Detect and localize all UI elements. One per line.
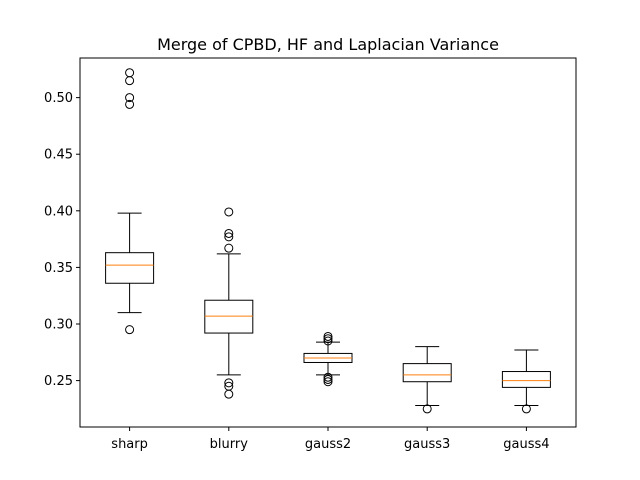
box-gauss3 bbox=[402, 346, 452, 414]
x-tick-label: gauss2 bbox=[305, 437, 351, 452]
y-tick-label: 0.35 bbox=[44, 261, 73, 276]
y-tick-label: 0.40 bbox=[44, 204, 73, 219]
flier-point bbox=[422, 404, 432, 414]
flier-point bbox=[125, 99, 135, 109]
flier-point bbox=[323, 377, 333, 387]
flier-point bbox=[224, 232, 234, 242]
box-gauss2 bbox=[303, 331, 353, 387]
chart-title: Merge of CPBD, HF and Laplacian Variance bbox=[157, 35, 499, 54]
flier-point bbox=[125, 76, 135, 86]
iqr-box bbox=[105, 252, 155, 284]
flier-point bbox=[323, 331, 333, 341]
flier-point bbox=[323, 334, 333, 344]
box-gauss4 bbox=[501, 349, 551, 414]
x-tick-label: sharp bbox=[111, 437, 148, 452]
flier-point bbox=[323, 372, 333, 382]
flier-point bbox=[125, 93, 135, 103]
flier-point bbox=[224, 243, 234, 253]
y-tick-label: 0.50 bbox=[44, 91, 73, 106]
x-axis: sharp blurry gauss2 gauss3 gauss4 bbox=[111, 427, 550, 452]
x-tick-label: gauss4 bbox=[503, 437, 549, 452]
iqr-box bbox=[402, 363, 452, 383]
x-tick-label: blurry bbox=[210, 437, 249, 452]
iqr-box bbox=[501, 371, 551, 388]
y-axis: 0.25 0.30 0.35 0.40 0.45 0.50 bbox=[44, 91, 80, 389]
flier-point bbox=[125, 325, 135, 335]
flier-point bbox=[125, 68, 135, 78]
y-tick-label: 0.30 bbox=[44, 317, 73, 332]
flier-point bbox=[224, 381, 234, 391]
flier-point bbox=[224, 389, 234, 399]
flier-point bbox=[224, 228, 234, 238]
flier-point bbox=[224, 378, 234, 388]
x-tick-label: gauss3 bbox=[404, 437, 450, 452]
box-blurry bbox=[204, 207, 254, 399]
flier-point bbox=[224, 207, 234, 217]
y-tick-label: 0.25 bbox=[44, 374, 73, 389]
flier-point bbox=[521, 404, 531, 414]
plot-frame bbox=[79, 57, 577, 428]
boxes-group bbox=[105, 68, 551, 414]
iqr-box bbox=[204, 299, 254, 334]
flier-point bbox=[323, 374, 333, 384]
flier-point bbox=[323, 336, 333, 346]
y-tick-label: 0.45 bbox=[44, 148, 73, 163]
box-sharp bbox=[105, 68, 155, 335]
